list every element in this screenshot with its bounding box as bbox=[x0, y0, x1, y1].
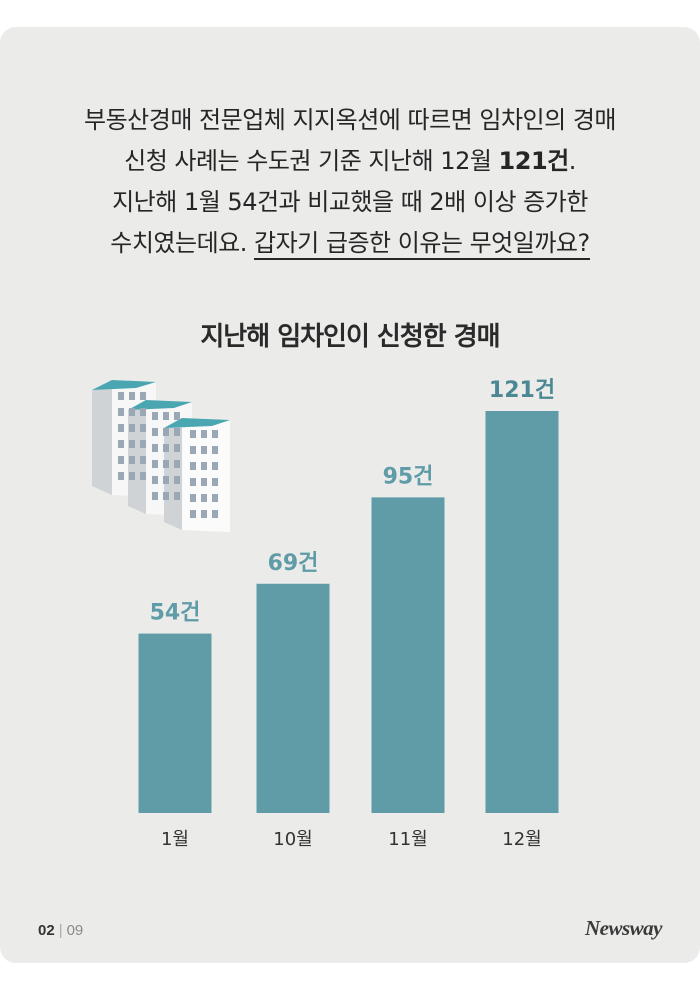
bar-value-label-4: 121건 bbox=[489, 378, 555, 403]
intro-line-2: 신청 사례는 수도권 기준 지난해 12월 121건. bbox=[0, 141, 700, 182]
intro-line-1: 부동산경매 전문업체 지지옥션에 따르면 임차인의 경매 bbox=[84, 106, 616, 134]
x-tick-label-3: 11월 bbox=[388, 829, 427, 850]
intro-line-4: 수치였는데요. 갑자기 급증한 이유는 무엇일까요? bbox=[0, 223, 700, 264]
x-tick-label-2: 10월 bbox=[273, 829, 312, 850]
bar-value-label-2: 69건 bbox=[268, 551, 319, 576]
newsway-logo: Newsway bbox=[585, 916, 663, 940]
bar-1 bbox=[138, 633, 212, 813]
intro-text: 부동산경매 전문업체 지지옥션에 따르면 임차인의 경매 신청 사례는 수도권 … bbox=[0, 100, 700, 264]
intro-line-4-text: 수치였는데요. bbox=[110, 229, 254, 257]
page-separator: | bbox=[58, 922, 63, 939]
chart-title: 지난해 임차인이 신청한 경매 bbox=[200, 322, 500, 352]
intro-question: 갑자기 급증한 이유는 무엇일까요? bbox=[254, 229, 590, 260]
bar-value-label-1: 54건 bbox=[150, 601, 201, 626]
intro-highlight-count: 121건 bbox=[498, 147, 570, 175]
page-indicator: 02 | 09 bbox=[38, 922, 83, 939]
intro-line-2-text: 신청 사례는 수도권 기준 지난해 12월 bbox=[124, 147, 499, 175]
bar-4 bbox=[485, 411, 559, 813]
bar-2 bbox=[256, 583, 330, 813]
current-page: 02 bbox=[38, 922, 55, 939]
x-tick-label-1: 1월 bbox=[161, 829, 189, 850]
apartment-buildings-icon bbox=[92, 380, 230, 532]
intro-line-3: 지난해 1월 54건과 비교했을 때 2배 이상 증가한 bbox=[112, 188, 588, 216]
x-tick-label-4: 12월 bbox=[502, 829, 541, 850]
bar-value-label-3: 95건 bbox=[383, 464, 434, 489]
bar-3 bbox=[371, 497, 445, 813]
intro-line-2-end: . bbox=[568, 147, 577, 175]
total-pages: 09 bbox=[66, 922, 84, 939]
